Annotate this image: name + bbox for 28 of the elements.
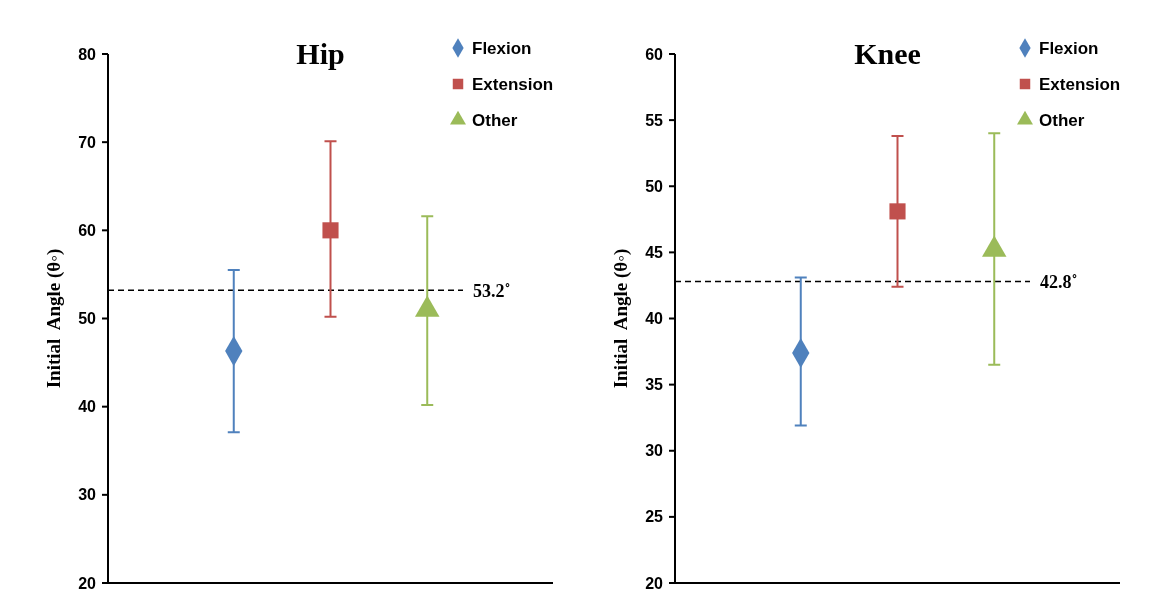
y-tick-label: 80 [78,45,97,63]
y-axis-title: Initial Angle (θ◦) [610,248,632,389]
ref-line-label: 53.2˚ [473,280,511,301]
chart-title: Hip [296,37,345,70]
y-tick-label: 25 [645,508,664,526]
y-tick-label: 35 [645,376,664,394]
y-tick-label: 50 [645,177,664,195]
y-axis-title: Initial Angle (θ◦) [43,248,65,389]
y-tick-label: 40 [645,310,664,328]
y-tick-label: 50 [78,310,97,328]
ref-line-label: 42.8˚ [1040,271,1078,292]
y-tick-label: 20 [645,574,664,592]
legend-label: Flexion [1039,38,1099,58]
y-tick-label: 40 [78,398,97,416]
legend-label: Other [472,110,518,130]
legend-label: Extension [1039,74,1121,94]
y-tick-label: 60 [78,221,97,239]
legend-label: Flexion [472,38,532,58]
legend-label: Extension [472,74,554,94]
chart-title: Knee [854,37,921,70]
y-tick-label: 70 [78,133,97,151]
y-tick-label: 30 [645,442,664,460]
y-tick-label: 30 [78,486,97,504]
y-tick-label: 55 [645,111,664,129]
y-tick-label: 20 [78,574,97,592]
y-tick-label: 60 [645,45,664,63]
legend-label: Other [1039,110,1085,130]
y-tick-label: 45 [645,243,664,261]
